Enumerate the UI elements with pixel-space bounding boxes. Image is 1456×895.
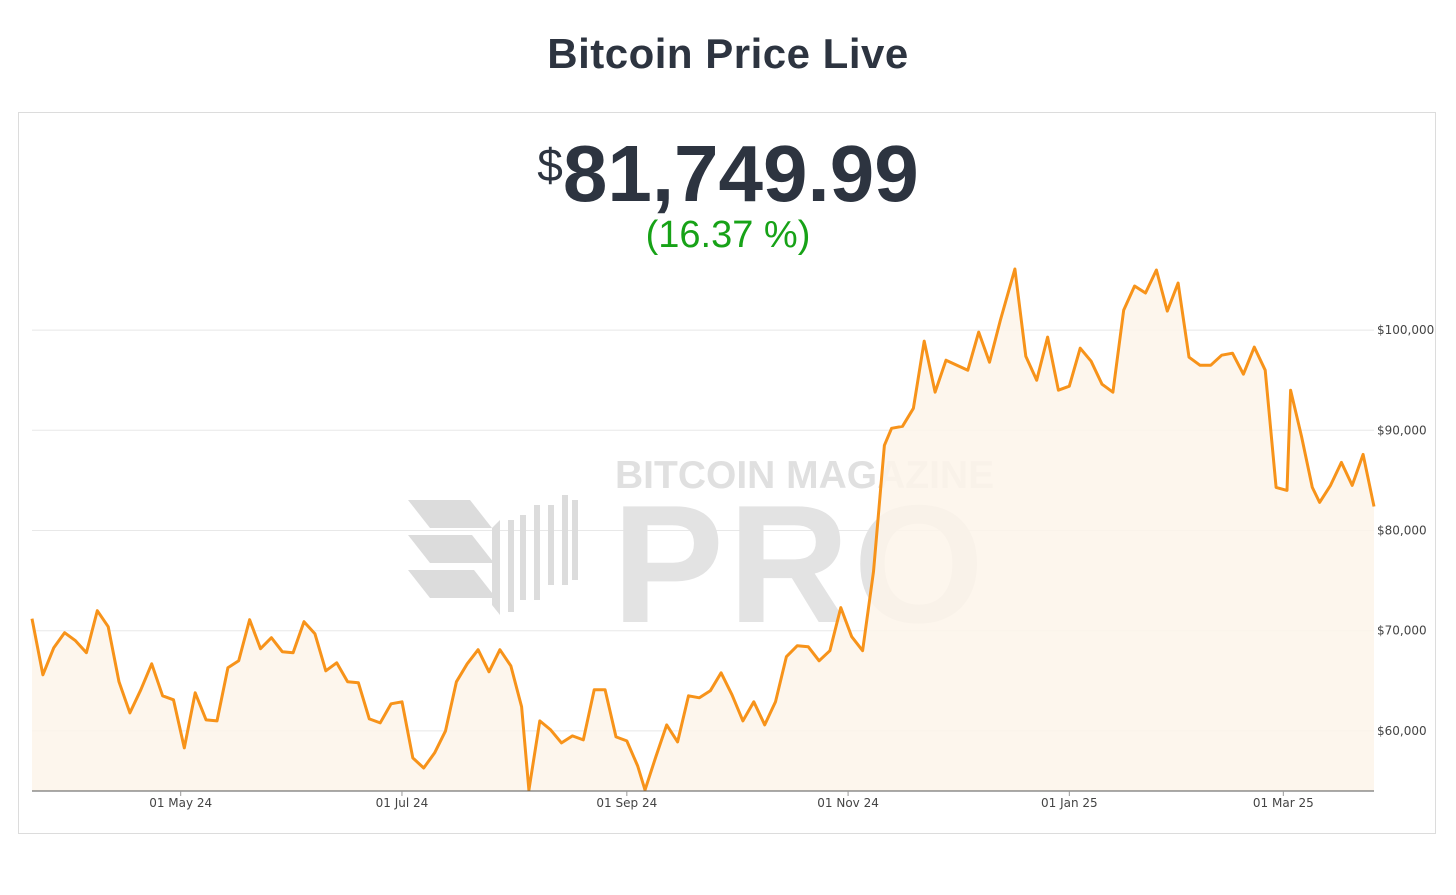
y-tick-label: $80,000 [1377, 524, 1427, 538]
watermark-logo-icon [408, 495, 578, 615]
x-tick-label: 01 Jul 24 [376, 796, 429, 810]
y-tick-label: $60,000 [1377, 724, 1427, 738]
x-tick-label: 01 Jan 25 [1041, 796, 1098, 810]
currency-symbol: $ [537, 139, 563, 191]
x-tick-label: 01 Mar 25 [1253, 796, 1314, 810]
x-tick-label: 01 Nov 24 [817, 796, 879, 810]
price-change-percent: (16.37 %) [645, 214, 811, 256]
current-price: $81,749.99 [0, 128, 1456, 220]
page-title: Bitcoin Price Live [547, 30, 909, 77]
y-tick-label: $70,000 [1377, 624, 1427, 638]
price-line [30, 267, 1376, 792]
y-tick-label: $100,000 [1377, 323, 1434, 337]
y-tick-label: $90,000 [1377, 423, 1427, 437]
watermark: BITCOIN MAGAZINE PRO [408, 454, 994, 658]
x-axis-ticks: 01 May 24 01 Jul 24 01 Sep 24 01 Nov 24 01 J… [149, 791, 1314, 810]
y-axis-ticks: $60,000 $70,000 $80,000 $90,000 $100,000 [1377, 323, 1434, 738]
x-tick-label: 01 Sep 24 [596, 796, 657, 810]
price-area-fill [32, 269, 1374, 791]
x-tick-label: 01 May 24 [149, 796, 212, 810]
price-value: 81,749.99 [562, 129, 919, 218]
